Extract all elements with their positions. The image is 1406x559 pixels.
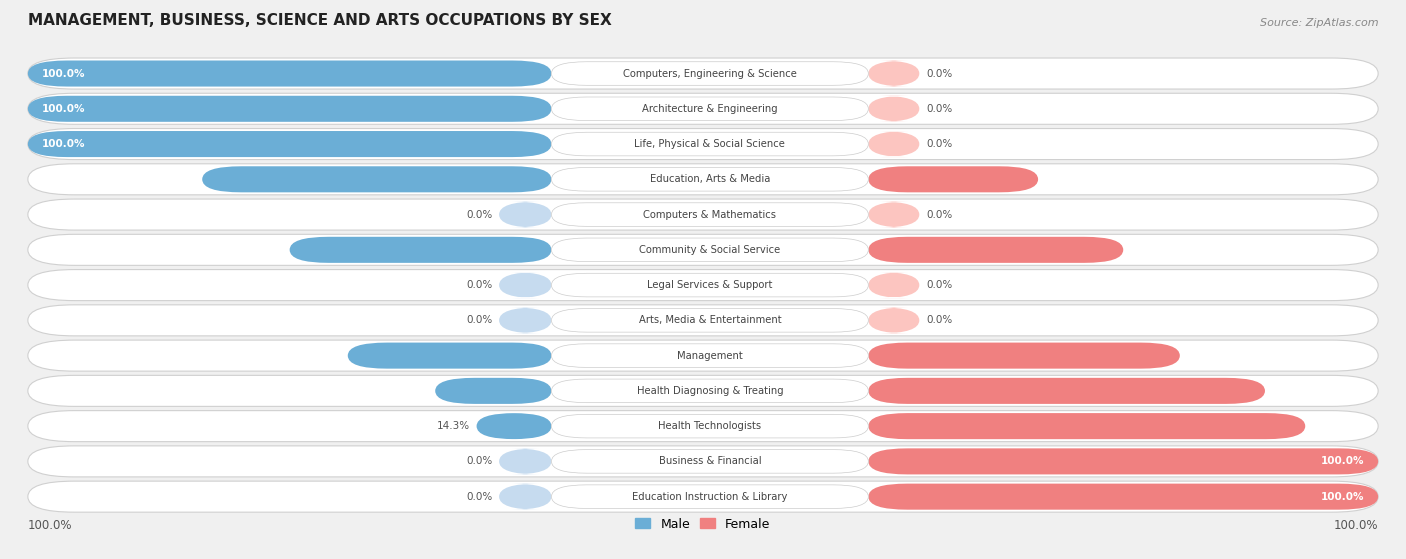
Legend: Male, Female: Male, Female (630, 513, 776, 536)
Text: 0.0%: 0.0% (465, 492, 492, 501)
Text: Arts, Media & Entertainment: Arts, Media & Entertainment (638, 315, 782, 325)
FancyBboxPatch shape (869, 484, 1378, 510)
FancyBboxPatch shape (290, 237, 551, 263)
Text: 0.0%: 0.0% (927, 69, 952, 78)
Text: 0.0%: 0.0% (927, 139, 952, 149)
FancyBboxPatch shape (869, 307, 920, 333)
Text: 0.0%: 0.0% (927, 280, 952, 290)
Text: 0.0%: 0.0% (465, 456, 492, 466)
FancyBboxPatch shape (551, 132, 869, 156)
FancyBboxPatch shape (869, 237, 1123, 263)
FancyBboxPatch shape (28, 199, 1378, 230)
FancyBboxPatch shape (28, 340, 1378, 371)
FancyBboxPatch shape (869, 413, 1305, 439)
FancyBboxPatch shape (28, 96, 551, 122)
FancyBboxPatch shape (202, 166, 551, 192)
FancyBboxPatch shape (869, 96, 920, 122)
FancyBboxPatch shape (28, 411, 1378, 442)
FancyBboxPatch shape (551, 485, 869, 509)
Text: 22.2%: 22.2% (42, 386, 77, 396)
FancyBboxPatch shape (499, 448, 551, 475)
Text: 100.0%: 100.0% (42, 104, 86, 114)
FancyBboxPatch shape (551, 309, 869, 332)
Text: 38.9%: 38.9% (42, 350, 77, 361)
Text: 66.7%: 66.7% (42, 174, 77, 184)
FancyBboxPatch shape (28, 446, 1378, 477)
FancyBboxPatch shape (28, 93, 1378, 124)
Text: MANAGEMENT, BUSINESS, SCIENCE AND ARTS OCCUPATIONS BY SEX: MANAGEMENT, BUSINESS, SCIENCE AND ARTS O… (28, 13, 612, 29)
FancyBboxPatch shape (28, 60, 551, 87)
Text: 50.0%: 50.0% (42, 245, 77, 255)
FancyBboxPatch shape (347, 343, 551, 368)
Text: Education, Arts & Media: Education, Arts & Media (650, 174, 770, 184)
FancyBboxPatch shape (477, 413, 551, 439)
FancyBboxPatch shape (28, 305, 1378, 336)
FancyBboxPatch shape (28, 58, 1378, 89)
Text: 85.7%: 85.7% (1329, 421, 1364, 431)
Text: 0.0%: 0.0% (465, 210, 492, 220)
FancyBboxPatch shape (551, 61, 869, 86)
FancyBboxPatch shape (869, 378, 1265, 404)
Text: 33.3%: 33.3% (1329, 174, 1364, 184)
Text: 0.0%: 0.0% (927, 210, 952, 220)
FancyBboxPatch shape (551, 449, 869, 473)
Text: 100.0%: 100.0% (1320, 492, 1364, 501)
Text: 0.0%: 0.0% (927, 104, 952, 114)
FancyBboxPatch shape (869, 131, 920, 157)
Text: 100.0%: 100.0% (42, 69, 86, 78)
Text: 61.1%: 61.1% (1329, 350, 1364, 361)
Text: Education Instruction & Library: Education Instruction & Library (633, 492, 787, 501)
FancyBboxPatch shape (28, 131, 551, 157)
FancyBboxPatch shape (551, 168, 869, 191)
FancyBboxPatch shape (869, 60, 920, 87)
FancyBboxPatch shape (551, 203, 869, 226)
FancyBboxPatch shape (499, 202, 551, 228)
Text: 100.0%: 100.0% (28, 519, 72, 532)
Text: 100.0%: 100.0% (42, 139, 86, 149)
FancyBboxPatch shape (28, 129, 1378, 159)
Text: Computers, Engineering & Science: Computers, Engineering & Science (623, 69, 797, 78)
FancyBboxPatch shape (869, 343, 1180, 368)
FancyBboxPatch shape (551, 97, 869, 121)
FancyBboxPatch shape (499, 307, 551, 333)
Text: 50.0%: 50.0% (1329, 245, 1364, 255)
Text: Management: Management (678, 350, 742, 361)
FancyBboxPatch shape (436, 378, 551, 404)
FancyBboxPatch shape (551, 414, 869, 438)
FancyBboxPatch shape (869, 272, 920, 298)
Text: 14.3%: 14.3% (436, 421, 470, 431)
Text: Source: ZipAtlas.com: Source: ZipAtlas.com (1260, 18, 1378, 29)
FancyBboxPatch shape (551, 273, 869, 297)
FancyBboxPatch shape (869, 166, 1038, 192)
FancyBboxPatch shape (28, 481, 1378, 512)
FancyBboxPatch shape (869, 448, 1378, 475)
Text: 100.0%: 100.0% (1320, 456, 1364, 466)
FancyBboxPatch shape (869, 202, 920, 228)
FancyBboxPatch shape (499, 484, 551, 510)
Text: Architecture & Engineering: Architecture & Engineering (643, 104, 778, 114)
FancyBboxPatch shape (551, 379, 869, 402)
Text: 0.0%: 0.0% (465, 280, 492, 290)
FancyBboxPatch shape (551, 344, 869, 367)
FancyBboxPatch shape (28, 375, 1378, 406)
FancyBboxPatch shape (499, 272, 551, 298)
Text: Computers & Mathematics: Computers & Mathematics (644, 210, 776, 220)
Text: 77.8%: 77.8% (1327, 386, 1364, 396)
Text: Legal Services & Support: Legal Services & Support (647, 280, 772, 290)
Text: Life, Physical & Social Science: Life, Physical & Social Science (634, 139, 786, 149)
Text: 0.0%: 0.0% (465, 315, 492, 325)
Text: Business & Financial: Business & Financial (658, 456, 761, 466)
FancyBboxPatch shape (28, 269, 1378, 301)
Text: Community & Social Service: Community & Social Service (640, 245, 780, 255)
FancyBboxPatch shape (28, 164, 1378, 195)
Text: 100.0%: 100.0% (1334, 519, 1378, 532)
Text: 0.0%: 0.0% (927, 315, 952, 325)
Text: Health Technologists: Health Technologists (658, 421, 762, 431)
FancyBboxPatch shape (28, 234, 1378, 266)
Text: Health Diagnosing & Treating: Health Diagnosing & Treating (637, 386, 783, 396)
FancyBboxPatch shape (551, 238, 869, 262)
